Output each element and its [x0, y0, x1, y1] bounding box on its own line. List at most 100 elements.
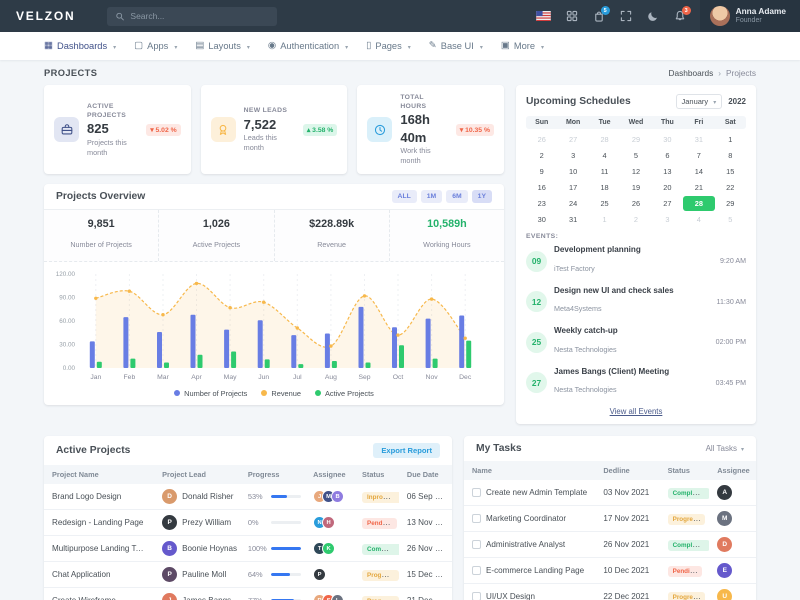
assignee-avatar[interactable]: U: [717, 589, 733, 600]
search-box[interactable]: [107, 6, 278, 26]
event-item[interactable]: 27 James Bangs (Client) Meeting Nesta Te…: [526, 363, 746, 404]
task-row[interactable]: Administrative Analyst 26 Nov 2021 Compl…: [464, 532, 756, 558]
legend-item[interactable]: Number of Projects: [174, 389, 247, 398]
calendar-day[interactable]: 5: [728, 215, 733, 224]
assignee-avatar[interactable]: K: [322, 542, 336, 556]
calendar-day[interactable]: 14: [694, 167, 703, 176]
task-checkbox[interactable]: [472, 592, 481, 600]
nav-item[interactable]: ▣ More: [501, 41, 544, 51]
app-logo[interactable]: VELZON: [16, 9, 76, 23]
nav-item[interactable]: ▤ Layouts: [195, 41, 250, 51]
calendar-day[interactable]: 27: [663, 199, 672, 208]
assignee-avatar[interactable]: M: [717, 511, 733, 527]
tasks-filter-dropdown[interactable]: All Tasks: [706, 444, 744, 453]
calendar-day[interactable]: 19: [631, 183, 641, 192]
column-header[interactable]: Name: [464, 461, 596, 481]
calendar-day[interactable]: 7: [696, 151, 701, 160]
column-header[interactable]: Project Name: [44, 465, 155, 485]
stat-card-total-hours[interactable]: TOTAL HOURS 168h 40m Work this month 10.…: [357, 85, 505, 175]
legend-item[interactable]: Revenue: [261, 389, 301, 398]
calendar-day[interactable]: 2: [633, 215, 639, 224]
calendar-day[interactable]: 9: [539, 167, 544, 176]
stat-card-active-projects[interactable]: ACTIVE PROJECTS 825 Projects this month …: [44, 85, 191, 175]
calendar-day[interactable]: 16: [537, 183, 546, 192]
assignee-avatar[interactable]: L: [331, 594, 345, 600]
breadcrumb-item[interactable]: Dashboards: [668, 68, 714, 78]
event-item[interactable]: 09 Development planning iTest Factory 9:…: [526, 241, 746, 282]
search-input[interactable]: [130, 11, 270, 21]
calendar-day[interactable]: 31: [569, 215, 578, 224]
assignee-avatar[interactable]: P: [313, 568, 327, 582]
chart-range-button[interactable]: 1M: [420, 190, 443, 204]
assignee-avatar[interactable]: E: [717, 563, 733, 579]
calendar-day[interactable]: 3: [571, 151, 576, 160]
calendar-day[interactable]: 26: [537, 135, 546, 144]
calendar-day[interactable]: 5: [633, 151, 639, 160]
event-item[interactable]: 25 Weekly catch-up Nesta Technologies 02…: [526, 322, 746, 363]
task-row[interactable]: UI/UX Design 22 Dec 2021 Progress U: [464, 584, 756, 600]
task-checkbox[interactable]: [472, 514, 481, 524]
column-header[interactable]: Assignee: [305, 465, 355, 485]
calendar-day[interactable]: 1: [728, 135, 733, 144]
apps-grid-button[interactable]: [566, 10, 578, 22]
column-header[interactable]: Due Date: [398, 465, 452, 485]
calendar-day[interactable]: 10: [569, 167, 578, 176]
chart-range-button[interactable]: 6M: [446, 190, 468, 204]
nav-item[interactable]: ▢ Apps: [134, 41, 177, 51]
project-row[interactable]: Chat Application P Pauline Moll 64% P Pro…: [44, 562, 452, 588]
theme-toggle-button[interactable]: [647, 10, 659, 22]
calendar-day[interactable]: 8: [728, 151, 733, 160]
nav-item[interactable]: ◉ Authentication: [268, 41, 348, 51]
column-header[interactable]: Status: [354, 465, 399, 485]
column-header[interactable]: Progress: [239, 465, 306, 485]
calendar-day[interactable]: 11: [600, 167, 609, 176]
calendar-day[interactable]: 20: [663, 183, 672, 192]
calendar-day[interactable]: 26: [631, 199, 641, 208]
nav-item[interactable]: ▯ Pages: [366, 41, 411, 51]
calendar-day[interactable]: 1: [602, 215, 607, 224]
calendar-day[interactable]: 30: [663, 135, 672, 144]
task-row[interactable]: E-commerce Landing Page 10 Dec 2021 Pend…: [464, 558, 756, 584]
calendar-day[interactable]: 29: [631, 135, 641, 144]
chart-range-button[interactable]: ALL: [391, 190, 417, 204]
fullscreen-button[interactable]: [620, 10, 632, 22]
calendar-day[interactable]: 17: [569, 183, 578, 192]
user-menu[interactable]: Anna Adame Founder: [699, 0, 800, 32]
notifications-button[interactable]: 3: [674, 6, 691, 22]
column-header[interactable]: Assignee: [709, 461, 756, 481]
calendar-day[interactable]: 4: [696, 215, 701, 224]
nav-item[interactable]: ✎ Base UI: [429, 41, 483, 51]
calendar-day[interactable]: 21: [694, 183, 703, 192]
chart-range-button[interactable]: 1Y: [471, 190, 492, 204]
calendar-day[interactable]: 31: [694, 135, 703, 144]
calendar-day[interactable]: 12: [631, 167, 641, 176]
month-select[interactable]: January: [675, 94, 723, 109]
task-row[interactable]: Create new Admin Template 03 Nov 2021 Co…: [464, 480, 756, 506]
column-header[interactable]: Dedline: [595, 461, 660, 481]
event-item[interactable]: 12 Design new UI and check sales Meta4Sy…: [526, 282, 746, 323]
nav-item[interactable]: ▦ Dashboards: [44, 41, 116, 51]
calendar-day[interactable]: 30: [537, 215, 546, 224]
task-checkbox[interactable]: [472, 540, 481, 550]
project-row[interactable]: Multipurpose Landing Template B Boonie Ho…: [44, 536, 452, 562]
calendar-day[interactable]: 2: [539, 151, 544, 160]
calendar-day[interactable]: 15: [726, 167, 735, 176]
calendar-day[interactable]: 28: [683, 196, 715, 211]
export-report-button[interactable]: Export Report: [373, 443, 440, 459]
legend-item[interactable]: Active Projects: [314, 389, 374, 398]
stat-card-new-leads[interactable]: NEW LEADS 7,522 Leads this month 3.58 %: [200, 85, 348, 175]
calendar-day[interactable]: 3: [665, 215, 670, 224]
calendar-day[interactable]: 18: [600, 183, 609, 192]
project-row[interactable]: Create Wireframe J James Bangs 77% RSL Pr…: [44, 588, 452, 600]
calendar-day[interactable]: 4: [602, 151, 607, 160]
cart-button[interactable]: 5: [593, 6, 610, 22]
assignee-avatar[interactable]: A: [717, 485, 733, 501]
assignee-avatar[interactable]: D: [717, 537, 733, 553]
task-checkbox[interactable]: [472, 488, 481, 498]
calendar-day[interactable]: 23: [537, 199, 546, 208]
column-header[interactable]: Project Lead: [154, 465, 240, 485]
task-row[interactable]: Marketing Coordinator 17 Nov 2021 Progre…: [464, 506, 756, 532]
calendar-day[interactable]: 13: [663, 167, 672, 176]
project-row[interactable]: Redesign - Landing Page P Prezy William 0…: [44, 510, 452, 536]
